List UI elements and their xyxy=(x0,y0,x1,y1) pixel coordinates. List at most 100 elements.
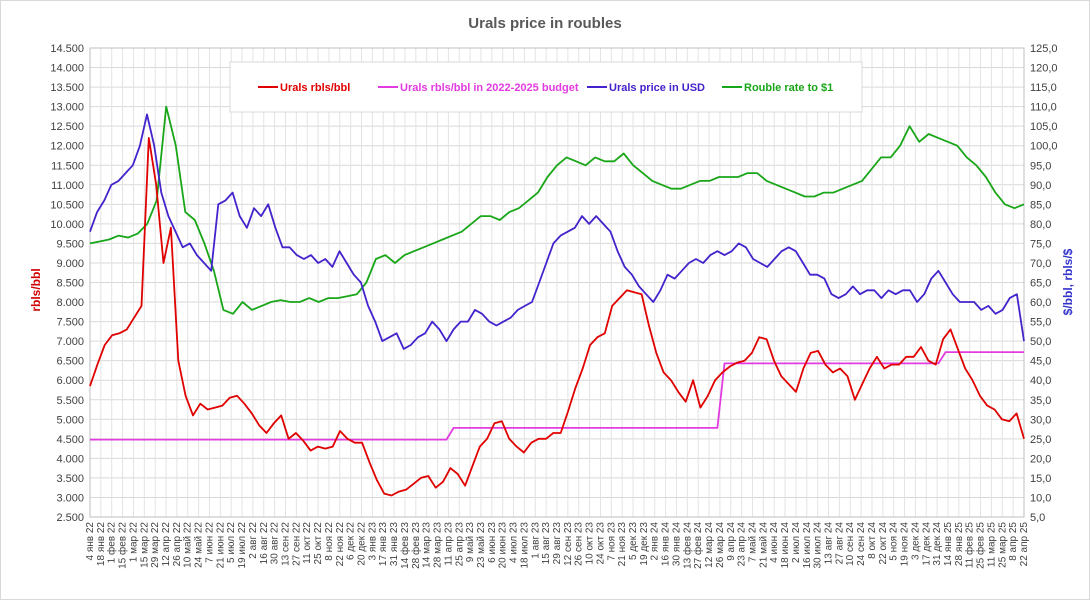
x-tick-label: 25 апр 23 xyxy=(454,522,465,567)
x-tick-label: 1 авг 23 xyxy=(530,522,541,559)
x-tick-label: 24 окт 23 xyxy=(595,522,606,565)
y-left-tick-label: 4.000 xyxy=(56,453,84,465)
x-tick-label: 19 ноя 24 xyxy=(900,522,911,567)
y-left-tick-label: 6.000 xyxy=(56,375,84,387)
x-tick-label: 14 мар 23 xyxy=(422,522,433,568)
x-tick-label: 1 мар 22 xyxy=(128,522,139,563)
x-tick-label: 17 дек 24 xyxy=(921,522,932,566)
x-tick-label: 21 ноя 23 xyxy=(617,522,628,567)
chart-title: Urals price in roubles xyxy=(468,15,621,32)
y-right-tick-label: 35,0 xyxy=(1030,395,1051,407)
y-left-tick-label: 9.000 xyxy=(56,258,84,270)
x-tick-label: 2 янв 24 xyxy=(650,522,661,561)
x-tick-label: 20 июн 23 xyxy=(498,522,509,569)
x-tick-label: 28 фев 23 xyxy=(410,522,422,569)
x-tick-label: 13 сен 22 xyxy=(280,522,291,566)
y-right-tick-label: 25,0 xyxy=(1030,434,1051,446)
legend-label: Urals price in USD xyxy=(609,82,705,94)
x-tick-label: 9 апр 24 xyxy=(726,522,737,561)
x-tick-label: 12 апр 22 xyxy=(161,522,172,567)
x-tick-label: 28 мар 23 xyxy=(433,522,444,568)
y-right-tick-label: 120,0 xyxy=(1030,63,1058,75)
y-left-tick-label: 4.500 xyxy=(56,434,84,446)
y-right-tick-label: 40,0 xyxy=(1030,375,1051,387)
x-tick-label: 5 июл 22 xyxy=(226,522,237,563)
x-tick-label: 1 фев 22 xyxy=(106,522,118,564)
y-left-tick-label: 10.000 xyxy=(50,219,84,231)
y-left-tick-label: 9.500 xyxy=(56,238,84,250)
plot-area-border xyxy=(89,47,1025,518)
y-axis-left-label: rbls/bbl xyxy=(29,268,43,311)
series-line-2 xyxy=(90,351,1024,441)
y-left-tick-label: 11.000 xyxy=(51,180,84,192)
y-right-tick-label: 55,0 xyxy=(1030,317,1051,329)
x-axis: 4 янв 22 18 янв 22 1 фев 22 15 фев 22 1 мар … xyxy=(85,522,1030,569)
y-left-tick-label: 13.500 xyxy=(50,82,84,94)
x-tick-label: 6 июн 23 xyxy=(487,522,498,563)
y-left-tick-label: 3.000 xyxy=(56,492,84,504)
y-left-tick-label: 7.500 xyxy=(56,317,84,329)
legend-label: Urals rbls/bbl in 2022-2025 budget xyxy=(400,82,579,94)
y-right-tick-label: 50,0 xyxy=(1030,336,1051,348)
x-tick-label: 4 июл 23 xyxy=(509,522,520,563)
x-tick-label: 27 фев 24 xyxy=(692,522,704,569)
x-tick-label: 25 окт 22 xyxy=(313,522,324,565)
y-left-tick-label: 12.000 xyxy=(50,141,84,153)
x-tick-label: 17 янв 23 xyxy=(378,522,389,566)
x-tick-label: 11 апр 23 xyxy=(443,522,454,566)
x-tick-label: 22 апр 25 xyxy=(1019,522,1030,567)
x-tick-label: 31 дек 24 xyxy=(932,522,943,566)
x-tick-label: 10 окт 23 xyxy=(585,522,596,565)
x-tick-label: 27 авг 24 xyxy=(834,522,845,565)
y-left-tick-label: 7.000 xyxy=(56,336,84,348)
y-left-tick-label: 8.500 xyxy=(56,278,84,290)
y-right-tick-label: 20,0 xyxy=(1030,453,1051,465)
x-tick-label: 4 янв 22 xyxy=(85,522,96,561)
x-tick-label: 7 май 24 xyxy=(747,522,758,563)
x-tick-label: 24 май 22 xyxy=(194,522,205,568)
y-left-tick-label: 3.500 xyxy=(56,473,84,485)
x-tick-label: 30 янв 24 xyxy=(671,522,682,566)
x-tick-label: 25 фев 25 xyxy=(975,522,987,569)
y-left-tick-label: 13.000 xyxy=(50,102,84,114)
x-tick-label: 16 июл 24 xyxy=(802,522,813,569)
x-tick-label: 3 янв 23 xyxy=(367,522,378,561)
x-tick-label: 8 апр 25 xyxy=(1008,522,1019,561)
x-tick-label: 15 авг 23 xyxy=(541,522,552,565)
x-tick-label: 11 мар 25 xyxy=(986,522,997,567)
x-tick-label: 28 янв 25 xyxy=(954,522,965,566)
x-tick-label: 10 сен 24 xyxy=(845,522,856,566)
x-tick-label: 10 май 22 xyxy=(183,522,194,568)
x-tick-label: 29 мар 22 xyxy=(150,522,161,568)
x-tick-label: 26 апр 22 xyxy=(172,522,183,567)
x-tick-label: 19 дек 23 xyxy=(639,522,650,566)
gridlines xyxy=(89,47,1025,518)
x-tick-label: 24 сен 24 xyxy=(856,522,867,566)
x-tick-label: 25 мар 25 xyxy=(997,522,1008,568)
y-right-tick-label: 90,0 xyxy=(1030,180,1051,192)
y-left-tick-label: 5.000 xyxy=(56,414,84,426)
y-left-tick-label: 11.500 xyxy=(51,160,84,172)
x-tick-label: 26 сен 23 xyxy=(574,522,585,566)
y-left-tick-label: 12.500 xyxy=(50,121,84,133)
x-tick-label: 11 фев 25 xyxy=(964,522,976,569)
x-tick-label: 16 авг 22 xyxy=(259,522,270,565)
x-tick-label: 19 июл 22 xyxy=(237,522,248,569)
y-right-tick-label: 75,0 xyxy=(1030,238,1051,250)
legend-label: Urals rbls/bbl xyxy=(280,82,350,94)
y-left-tick-label: 5.500 xyxy=(56,395,84,407)
y-left-tick-label: 2.500 xyxy=(56,512,84,524)
y-right-tick-label: 30,0 xyxy=(1030,414,1051,426)
y-left-tick-label: 14.500 xyxy=(50,43,84,55)
y-right-tick-label: 15,0 xyxy=(1030,473,1051,485)
x-tick-label: 31 янв 23 xyxy=(389,522,400,566)
y-left-tick-label: 10.500 xyxy=(50,199,84,211)
x-tick-label: 29 авг 23 xyxy=(552,522,563,565)
y-right-tick-label: 95,0 xyxy=(1030,160,1051,172)
y-right-tick-label: 105,0 xyxy=(1030,121,1058,133)
legend: Urals rbls/bbl Urals rbls/bbl in 2022-202… xyxy=(229,61,863,113)
y-right-tick-label: 115,0 xyxy=(1030,82,1057,94)
series-line-3 xyxy=(89,113,1025,350)
x-tick-label: 7 ноя 23 xyxy=(606,522,617,561)
